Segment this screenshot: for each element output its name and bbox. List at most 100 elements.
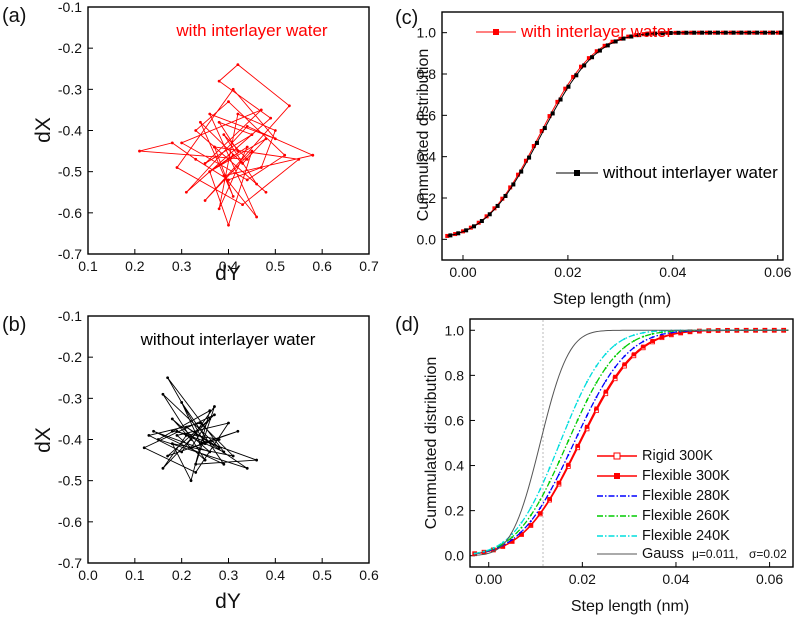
- c-series-marker-1: [739, 30, 744, 35]
- d-series-marker-2: [595, 396, 598, 399]
- y-tick-label: 0.6: [417, 107, 437, 123]
- c-series-marker-1: [534, 140, 539, 145]
- a-trajectory-point: [222, 133, 226, 137]
- d-series-marker-1: [547, 497, 552, 502]
- d-series-marker-4: [651, 330, 654, 333]
- b-trajectory-point: [152, 429, 155, 433]
- d-series-marker-4: [623, 337, 626, 340]
- c-series-marker-1: [645, 32, 650, 37]
- d-series-marker-4: [548, 467, 551, 470]
- legend-marker-without-water: [574, 170, 580, 176]
- d-series-marker-2: [632, 346, 635, 349]
- a-trajectory-point: [184, 190, 188, 194]
- d-series-marker-3: [586, 399, 589, 402]
- b-trajectory-point: [236, 429, 240, 433]
- b-trajectory-point: [175, 433, 179, 437]
- a-trajectory-point: [231, 153, 235, 157]
- a-trajectory-point: [259, 108, 263, 112]
- c-series-marker-1: [700, 30, 705, 35]
- d-series-marker-2: [529, 520, 532, 523]
- c-series-marker-1: [715, 30, 720, 35]
- a-trajectory-point: [250, 149, 254, 153]
- x-tick-label: 0.2: [125, 258, 145, 274]
- b-trajectory-point: [213, 413, 216, 417]
- b-trajectory-point: [147, 433, 151, 437]
- y-tick-label: -0.7: [58, 246, 82, 262]
- legend-label-rigid-300k: Rigid 300K: [642, 448, 713, 464]
- c-series-marker-1: [495, 203, 500, 208]
- d-series-marker-1: [519, 532, 524, 537]
- c-series-marker-0: [563, 86, 568, 91]
- y-tick-label: 0.4: [417, 149, 437, 165]
- d-series-marker-2: [557, 473, 560, 476]
- a-trajectory-point: [269, 116, 273, 120]
- a-trajectory-point: [138, 149, 141, 153]
- b-trajectory-line: [143, 377, 257, 482]
- c-series-marker-1: [542, 126, 547, 131]
- c-series-marker-0: [618, 36, 623, 41]
- c-series-marker-1: [550, 111, 555, 116]
- x-tick-label: 0.6: [312, 258, 332, 274]
- c-series-marker-0: [610, 39, 615, 44]
- y-tick-label: 0.6: [445, 412, 465, 428]
- d-series-marker-1: [613, 374, 618, 379]
- c-series-marker-1: [731, 30, 736, 35]
- x-tick-label: 0.1: [78, 258, 98, 274]
- a-trajectory-point: [222, 174, 226, 178]
- x-tick-label: 0.06: [764, 264, 791, 280]
- b-trajectory-point: [208, 417, 212, 421]
- c-series-marker-0: [594, 49, 599, 54]
- d-series-line-4: [474, 329, 789, 555]
- panel-d-chart: Step length (nm) Cummulated distribution…: [423, 318, 794, 615]
- panel-label-a: (a): [2, 5, 26, 27]
- d-series-marker-4: [501, 541, 504, 544]
- d-series-marker-4: [586, 380, 589, 383]
- b-trajectory-point: [166, 454, 170, 458]
- a-trajectory-point: [287, 104, 291, 108]
- c-series-marker-1: [566, 84, 571, 89]
- panel-a-frame: [87, 6, 370, 255]
- d-series-marker-2: [614, 366, 617, 369]
- d-series-marker-3: [623, 346, 626, 349]
- d-series-line-3: [474, 329, 789, 555]
- a-trajectory-point: [217, 207, 221, 211]
- d-series-marker-4: [473, 552, 476, 555]
- a-trajectory-point: [273, 137, 277, 141]
- c-series-marker-1: [597, 48, 602, 53]
- c-series-marker-1: [590, 55, 595, 60]
- d-series-marker-4: [492, 546, 495, 549]
- c-series-marker-1: [692, 30, 697, 35]
- b-trajectory-point: [208, 409, 212, 413]
- c-series-marker-0: [508, 185, 513, 190]
- c-series-marker-1: [684, 30, 689, 35]
- c-series-marker-0: [492, 206, 497, 211]
- y-tick-label: -0.5: [58, 473, 82, 489]
- a-trajectory-point: [245, 145, 249, 149]
- y-tick-label: 0.0: [445, 548, 465, 564]
- y-tick-label: 0.8: [445, 367, 465, 383]
- panel-label-b: (b): [2, 314, 26, 336]
- c-series-marker-0: [516, 172, 521, 177]
- y-tick-label: -0.1: [58, 0, 82, 15]
- x-tick-label: 0.3: [172, 258, 192, 274]
- c-series-marker-0: [484, 214, 489, 219]
- a-trajectory-point: [283, 153, 287, 157]
- y-tick-label: -0.1: [58, 308, 82, 324]
- a-trajectory-point: [208, 170, 212, 174]
- d-series-marker-3: [567, 439, 570, 442]
- x-tick-label: 0.6: [359, 567, 379, 583]
- b-trajectory-point: [156, 438, 160, 441]
- a-trajectory-point: [245, 157, 249, 161]
- a-trajectory-point: [250, 133, 254, 137]
- d-series-marker-4: [642, 331, 645, 334]
- b-trajectory-point: [208, 450, 212, 454]
- c-series-line-1: [447, 32, 778, 237]
- a-trajectory-point: [245, 124, 249, 128]
- c-series-marker-0: [586, 56, 591, 61]
- legend-gauss-mu: μ=0.011,: [692, 547, 738, 561]
- legend-label-gauss: Gauss: [642, 546, 684, 562]
- d-series-marker-1: [659, 335, 664, 340]
- b-trajectory-point: [189, 446, 193, 450]
- y-tick-label: 0.0: [417, 231, 437, 247]
- y-tick-label: 0.8: [417, 66, 437, 82]
